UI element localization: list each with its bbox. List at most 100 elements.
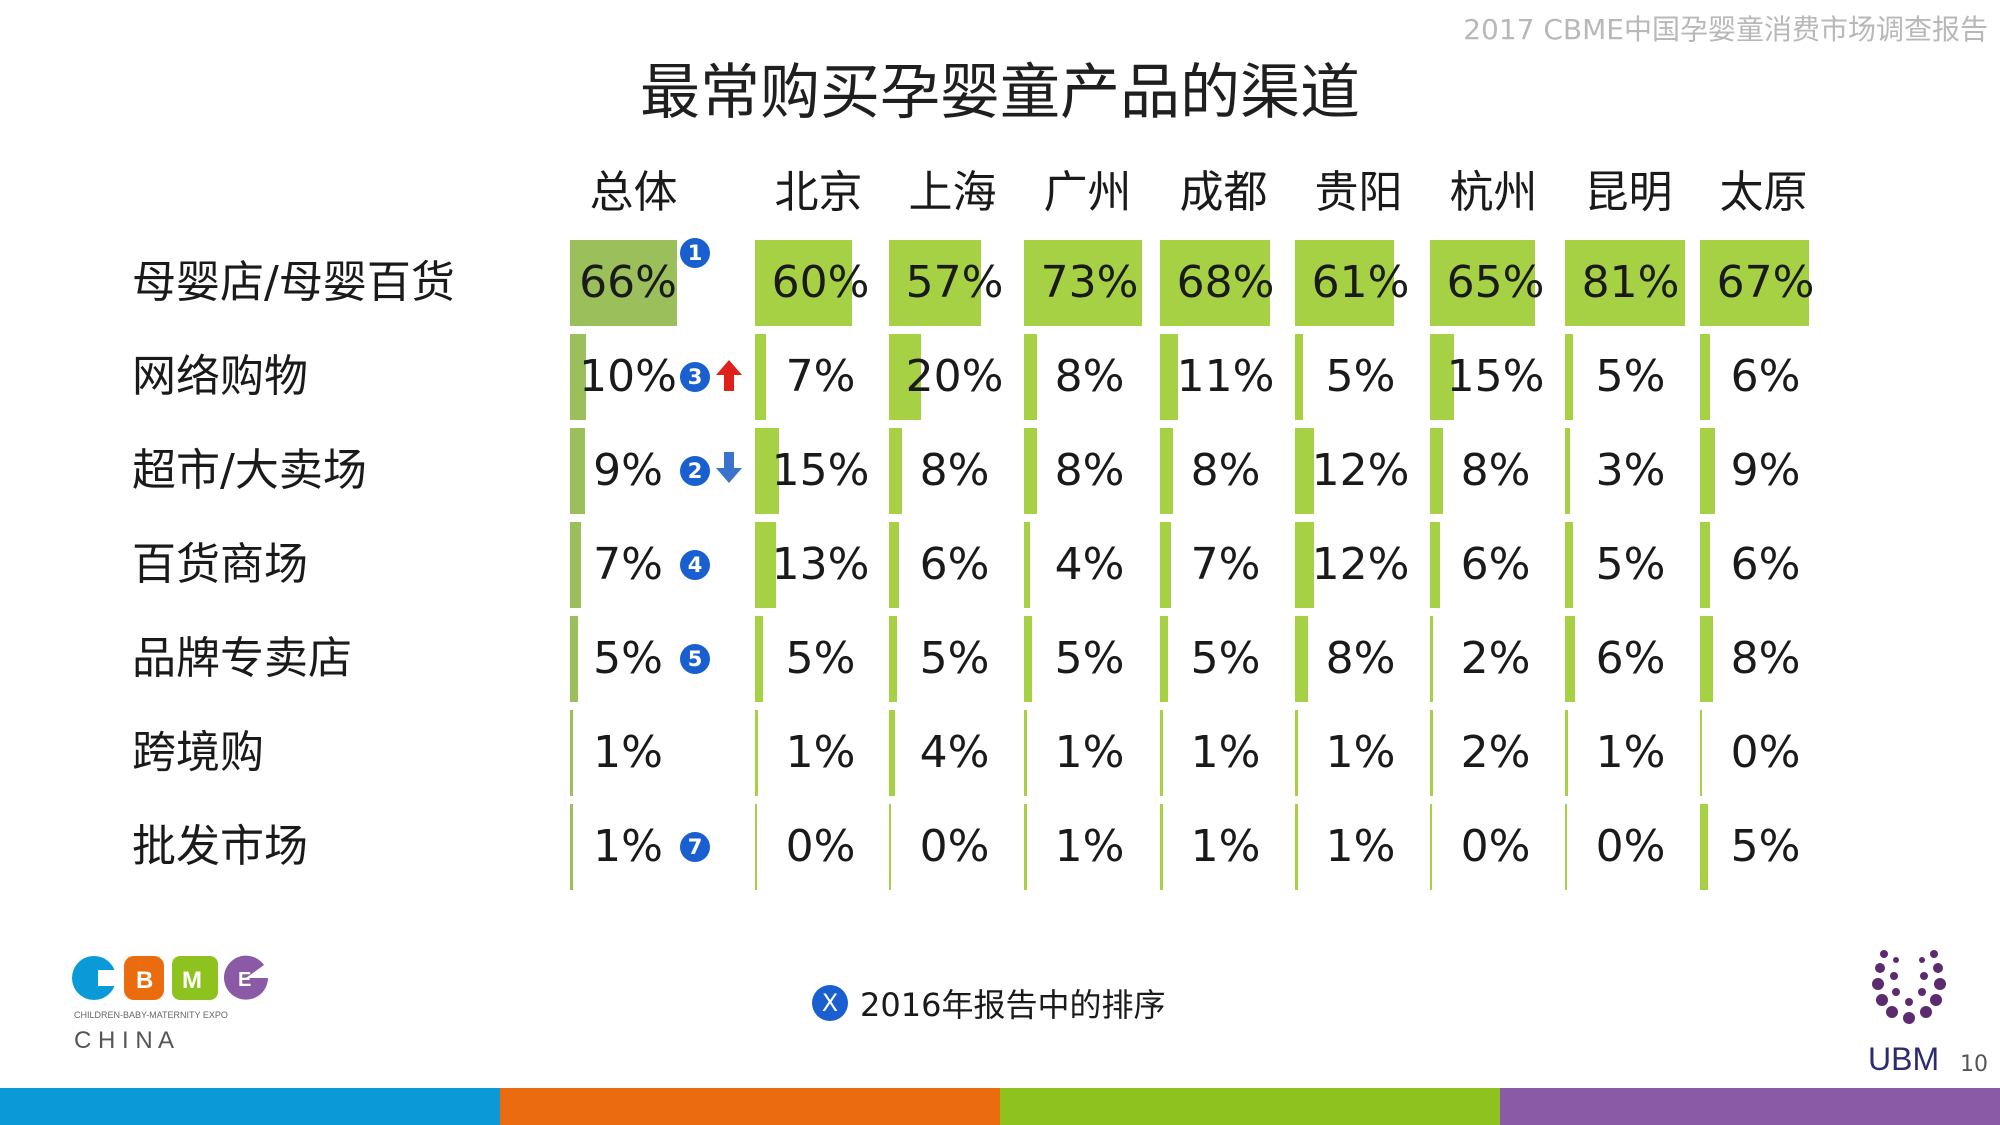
value-label: 8% bbox=[1054, 445, 1125, 496]
value-bar bbox=[1160, 616, 1168, 702]
cbme-letter-e: E bbox=[238, 969, 251, 991]
cbme-logo: C B M E CHILDREN-BABY-MATERNITY EXPO C H… bbox=[72, 955, 268, 1054]
column-header: 北京 bbox=[774, 167, 863, 218]
value-label: 66% bbox=[579, 257, 677, 308]
value-label: 20% bbox=[905, 351, 1004, 402]
value-label: 5% bbox=[1054, 633, 1125, 684]
value-bar bbox=[1295, 616, 1308, 702]
value-label: 8% bbox=[1325, 633, 1396, 684]
value-label: 8% bbox=[1730, 633, 1801, 684]
value-bar bbox=[1024, 616, 1032, 702]
value-bar bbox=[1024, 710, 1027, 796]
value-label: 5% bbox=[593, 633, 663, 684]
footer-color-bar bbox=[0, 1088, 2000, 1125]
value-label: 9% bbox=[593, 445, 663, 496]
value-label: 1% bbox=[593, 821, 663, 872]
value-bar bbox=[755, 428, 779, 514]
value-bar bbox=[755, 240, 852, 326]
value-bar bbox=[570, 522, 581, 608]
row-label: 网络购物 bbox=[132, 351, 308, 402]
value-label: 57% bbox=[905, 257, 1004, 308]
value-label: 1% bbox=[1325, 821, 1396, 872]
trend-down-arrow-stem bbox=[724, 452, 734, 468]
legend-text: 2016年报告中的排序 bbox=[860, 986, 1166, 1024]
value-bar bbox=[755, 804, 757, 890]
value-bar bbox=[1700, 240, 1809, 326]
column-header: 上海 bbox=[908, 167, 997, 218]
value-label: 5% bbox=[1595, 539, 1666, 590]
row-label: 品牌专卖店 bbox=[132, 633, 352, 684]
value-bar bbox=[1024, 334, 1037, 420]
value-label: 1% bbox=[593, 727, 663, 778]
value-bar bbox=[1700, 522, 1710, 608]
page-number: 10 bbox=[1960, 1052, 1988, 1077]
value-bar bbox=[755, 616, 763, 702]
value-label: 15% bbox=[1446, 351, 1545, 402]
value-label: 12% bbox=[1311, 539, 1410, 590]
value-label: 5% bbox=[785, 633, 856, 684]
value-bar bbox=[889, 710, 895, 796]
report-header-note: 2017 CBME中国孕婴童消费市场调查报告 bbox=[1463, 13, 1988, 46]
value-bar bbox=[1295, 428, 1314, 514]
value-label: 0% bbox=[1595, 821, 1666, 872]
value-bar bbox=[1430, 522, 1440, 608]
footer-segment-purple bbox=[1500, 1088, 2000, 1125]
value-label: 10% bbox=[579, 351, 677, 402]
cbme-tagline: CHILDREN-BABY-MATERNITY EXPO bbox=[74, 1010, 228, 1020]
value-bar bbox=[889, 428, 902, 514]
value-label: 1% bbox=[1190, 727, 1261, 778]
legend-rank-badge-icon: X bbox=[812, 985, 848, 1021]
value-bar bbox=[889, 334, 921, 420]
value-bar bbox=[1565, 240, 1685, 326]
value-label: 6% bbox=[1730, 351, 1801, 402]
value-label: 11% bbox=[1176, 351, 1275, 402]
value-label: 1% bbox=[1054, 727, 1125, 778]
value-label: 5% bbox=[1730, 821, 1801, 872]
value-label: 1% bbox=[1325, 727, 1396, 778]
value-label: 65% bbox=[1446, 257, 1545, 308]
footer-segment-orange bbox=[500, 1088, 1000, 1125]
column-header: 杭州 bbox=[1449, 167, 1538, 218]
value-label: 5% bbox=[919, 633, 990, 684]
value-label: 5% bbox=[1595, 351, 1666, 402]
row-label: 跨境购 bbox=[132, 727, 264, 778]
rank-2016-badge-icon: 4 bbox=[680, 550, 710, 580]
value-bar bbox=[570, 240, 677, 326]
value-label: 15% bbox=[771, 445, 870, 496]
value-bar bbox=[1024, 522, 1030, 608]
value-label: 0% bbox=[1460, 821, 1531, 872]
value-label: 5% bbox=[1190, 633, 1261, 684]
value-label: 13% bbox=[771, 539, 870, 590]
cbme-letter-m: M bbox=[182, 967, 202, 994]
value-bar bbox=[1024, 804, 1027, 890]
value-label: 1% bbox=[1054, 821, 1125, 872]
row-label: 百货商场 bbox=[132, 539, 308, 590]
value-label: 5% bbox=[1325, 351, 1396, 402]
value-bar bbox=[1295, 710, 1298, 796]
value-label: 3% bbox=[1595, 445, 1666, 496]
value-bar bbox=[1700, 616, 1713, 702]
ubm-logo-text: UBM bbox=[1868, 1041, 1939, 1077]
value-bar bbox=[1700, 710, 1702, 796]
value-label: 1% bbox=[785, 727, 856, 778]
value-bar bbox=[1160, 334, 1178, 420]
value-bar bbox=[1295, 240, 1394, 326]
column-header: 广州 bbox=[1043, 167, 1132, 218]
value-label: 8% bbox=[919, 445, 990, 496]
rank-2016-badge-icon: 7 bbox=[680, 832, 710, 862]
column-header: 贵阳 bbox=[1314, 167, 1403, 218]
value-bar bbox=[1024, 240, 1142, 326]
value-label: 12% bbox=[1311, 445, 1410, 496]
row-label: 母婴店/母婴百货 bbox=[132, 257, 455, 308]
value-bar bbox=[1700, 428, 1715, 514]
value-label: 6% bbox=[1460, 539, 1531, 590]
value-label: 2% bbox=[1460, 727, 1531, 778]
value-label: 0% bbox=[785, 821, 856, 872]
value-label: 8% bbox=[1190, 445, 1261, 496]
value-bar bbox=[1295, 804, 1298, 890]
value-label: 6% bbox=[919, 539, 990, 590]
value-bar bbox=[1565, 616, 1575, 702]
value-label: 2% bbox=[1460, 633, 1531, 684]
value-bar bbox=[889, 804, 891, 890]
value-label: 67% bbox=[1716, 257, 1815, 308]
